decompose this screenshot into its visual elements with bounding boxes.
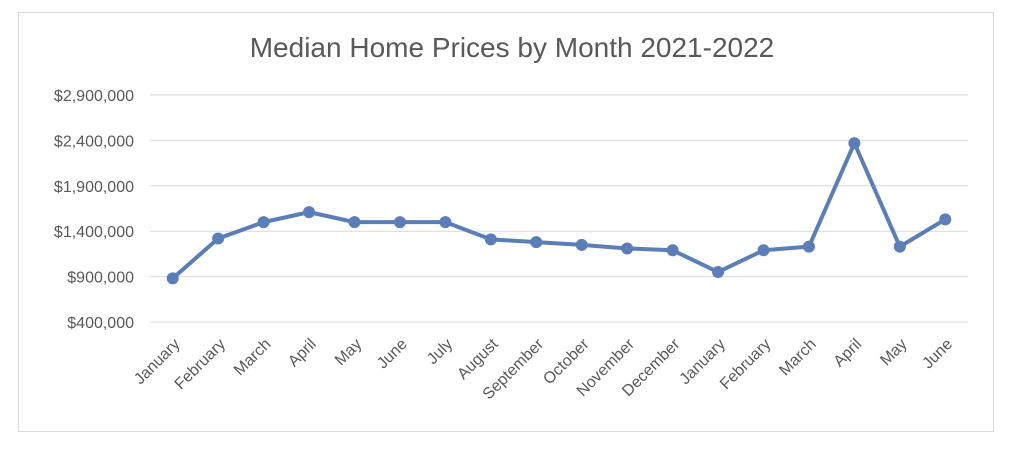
data-point [848,137,861,150]
x-tick-label: April [285,336,320,371]
series-line [171,141,947,280]
data-point [621,242,634,255]
data-point [712,266,725,279]
y-tick-label: $2,400,000 [54,133,134,150]
data-point [484,233,497,246]
data-point [575,238,588,251]
x-tick-label: May [877,336,910,369]
data-point [666,244,679,257]
x-tick-label: March [231,336,274,379]
data-point [348,216,361,229]
data-point [257,216,270,229]
x-tick-label: April [831,336,866,371]
gridlines [150,94,968,323]
y-tick-label: $900,000 [67,270,134,287]
x-tick-label: June [374,336,411,373]
x-tick-label: May [332,336,365,369]
data-point [939,213,952,226]
x-tick-label: February [717,336,774,393]
data-point [530,236,543,249]
y-axis-ticks: $2,900,000 $2,400,000 $1,900,000 $1,400,000… [54,88,134,332]
y-tick-label: $1,400,000 [54,224,134,241]
x-tick-label: March [776,336,819,379]
x-tick-label: February [172,336,229,393]
x-tick-label: July [424,336,456,368]
x-tick-label: June [920,336,957,373]
y-tick-label: $1,900,000 [54,179,134,196]
data-point [393,216,406,229]
data-point [166,272,179,285]
y-tick-label: $400,000 [67,315,134,332]
data-point [212,232,225,245]
chart-frame [18,12,994,432]
series-group [166,137,952,285]
data-point [439,216,452,229]
data-point [303,206,316,219]
data-point [893,240,906,253]
y-tick-label: $2,900,000 [54,88,134,105]
data-point [802,240,815,253]
data-point [757,244,770,257]
chart-title: Median Home Prices by Month 2021-2022 [249,32,775,63]
